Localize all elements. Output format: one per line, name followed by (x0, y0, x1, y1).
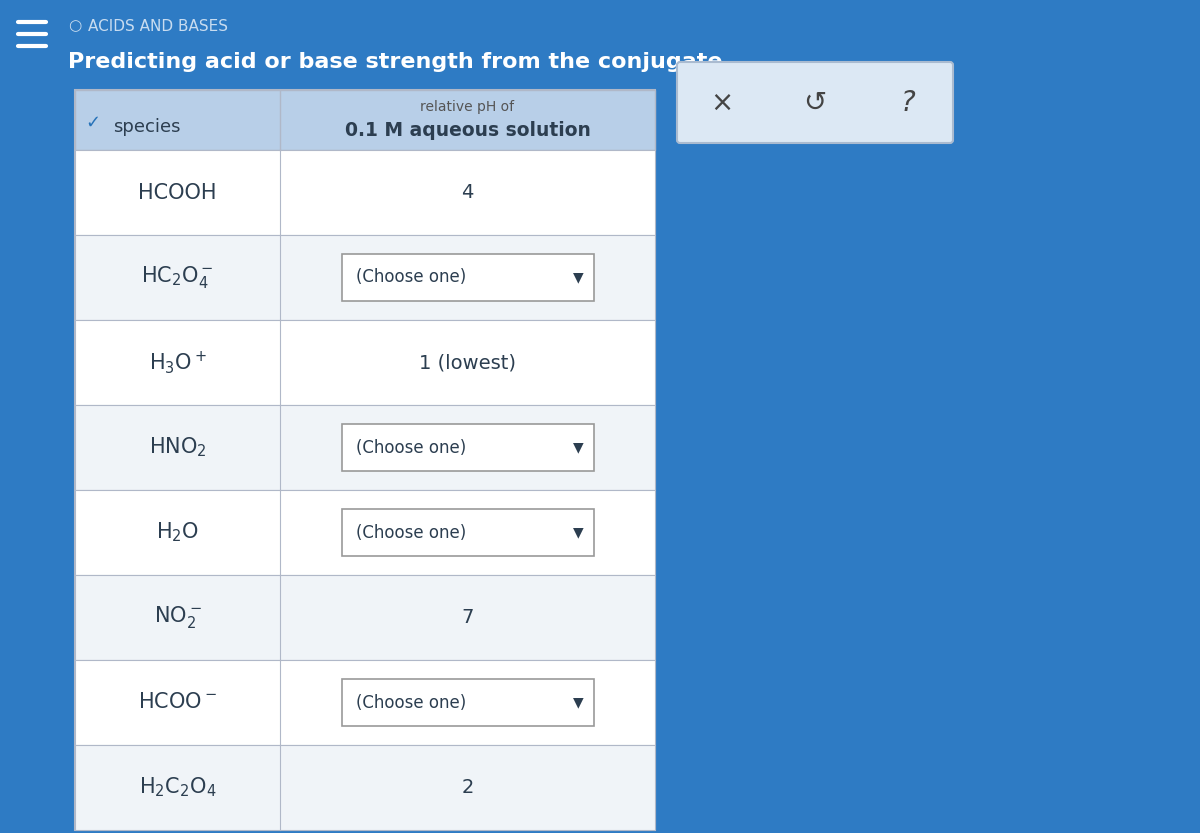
Bar (74, 405, 655, 490)
Text: ▼: ▼ (574, 441, 584, 455)
Bar (74, 150, 655, 235)
Text: ▼: ▼ (574, 696, 584, 710)
Text: $\mathrm{HCOO^-}$: $\mathrm{HCOO^-}$ (138, 692, 217, 712)
Text: HCOOH: HCOOH (138, 182, 217, 202)
Text: $\mathrm{H_3O^+}$: $\mathrm{H_3O^+}$ (149, 349, 206, 376)
Text: ↺: ↺ (803, 88, 827, 117)
Text: ACIDS AND BASES: ACIDS AND BASES (88, 18, 228, 33)
Text: $\mathrm{HC_2O_4^-}$: $\mathrm{HC_2O_4^-}$ (142, 265, 214, 291)
Text: Predicting acid or base strength from the conjugate: Predicting acid or base strength from th… (68, 52, 722, 72)
Text: ?: ? (901, 88, 916, 117)
Text: (Choose one): (Choose one) (356, 438, 467, 456)
Text: 4: 4 (461, 183, 474, 202)
Bar (74, 490, 655, 575)
Bar (74, 90, 655, 150)
FancyBboxPatch shape (342, 254, 594, 301)
Text: relative pH of: relative pH of (420, 100, 515, 114)
Bar (74, 745, 655, 830)
Text: $\mathrm{H_2O}$: $\mathrm{H_2O}$ (156, 521, 199, 544)
FancyBboxPatch shape (677, 62, 953, 143)
Text: (Choose one): (Choose one) (356, 694, 467, 711)
Text: $\mathrm{NO_2^-}$: $\mathrm{NO_2^-}$ (154, 605, 202, 631)
Text: 0.1 M aqueous solution: 0.1 M aqueous solution (344, 122, 590, 140)
Text: ×: × (710, 88, 733, 117)
Text: ✓: ✓ (85, 114, 101, 132)
Bar (74, 660, 655, 745)
FancyBboxPatch shape (342, 510, 594, 556)
Text: 7: 7 (461, 608, 474, 627)
Bar (0, 0, 1200, 100)
Bar (74, 575, 655, 660)
Text: ▼: ▼ (574, 271, 584, 285)
Text: species: species (113, 118, 180, 137)
Bar (74, 90, 655, 830)
Text: 1 (lowest): 1 (lowest) (419, 353, 516, 372)
Text: ○: ○ (68, 18, 82, 33)
Bar (74, 235, 655, 320)
Text: $\mathrm{H_2C_2O_4}$: $\mathrm{H_2C_2O_4}$ (139, 776, 216, 800)
Text: (Choose one): (Choose one) (356, 523, 467, 541)
Text: (Choose one): (Choose one) (356, 268, 467, 287)
FancyBboxPatch shape (342, 424, 594, 471)
Bar (74, 320, 655, 405)
FancyBboxPatch shape (342, 680, 594, 726)
Text: 2: 2 (461, 778, 474, 797)
Text: ▼: ▼ (574, 526, 584, 540)
Text: $\mathrm{HNO_2}$: $\mathrm{HNO_2}$ (149, 436, 206, 459)
